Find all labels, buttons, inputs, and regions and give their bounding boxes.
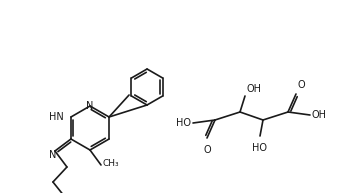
Text: HN: HN	[49, 112, 64, 122]
Text: N: N	[49, 150, 57, 160]
Text: HO: HO	[253, 143, 268, 153]
Text: OH: OH	[312, 110, 327, 120]
Text: O: O	[298, 80, 306, 90]
Text: HO: HO	[176, 118, 191, 128]
Text: O: O	[203, 145, 211, 155]
Text: CH₃: CH₃	[103, 159, 120, 168]
Text: OH: OH	[247, 84, 262, 94]
Text: N: N	[86, 101, 94, 111]
